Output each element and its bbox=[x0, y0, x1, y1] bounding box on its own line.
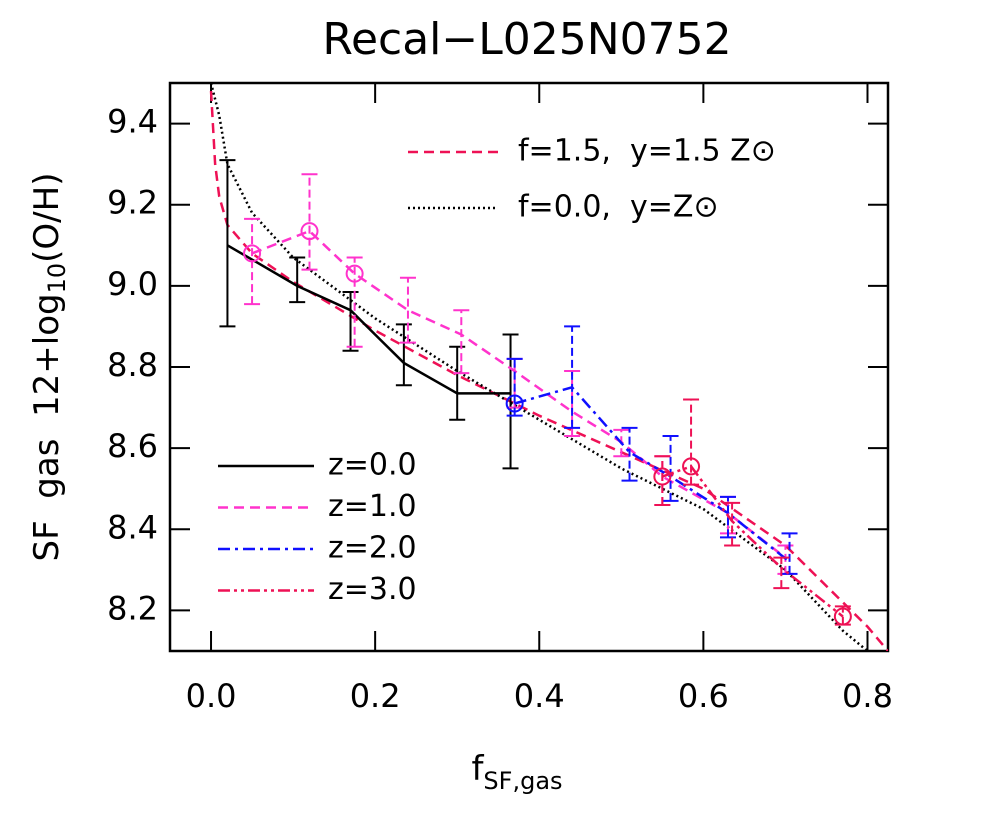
x-tick-label: 0.2 bbox=[350, 677, 401, 715]
x-axis-label: fSF,gas bbox=[471, 749, 562, 796]
y-tick-label: 9.4 bbox=[107, 103, 158, 141]
y-tick-label: 8.8 bbox=[107, 346, 158, 384]
point-marker bbox=[345, 264, 364, 283]
point-marker bbox=[243, 244, 262, 263]
y-tick-label: 8.4 bbox=[107, 508, 158, 546]
series-line bbox=[226, 244, 511, 395]
x-label-sub: SF,gas bbox=[483, 767, 562, 795]
legend-label: z=3.0 bbox=[328, 572, 417, 607]
legend-label: z=2.0 bbox=[328, 531, 417, 566]
point-marker bbox=[505, 394, 524, 413]
x-label-main: f bbox=[471, 749, 484, 789]
legend-label: f=1.5, y=1.5 Z⊙ bbox=[518, 134, 776, 169]
y-tick-label: 8.2 bbox=[107, 589, 158, 627]
y-axis-label: SF gas 12+log10(O/H) bbox=[27, 173, 72, 562]
y-label-sub: 10 bbox=[43, 263, 71, 294]
x-tick-label: 0.0 bbox=[186, 677, 237, 715]
point-marker bbox=[682, 457, 701, 476]
series-line bbox=[661, 464, 844, 618]
legend-label: f=0.0, y=Z⊙ bbox=[518, 190, 719, 225]
x-tick-label: 0.4 bbox=[514, 677, 565, 715]
y-tick-label: 8.6 bbox=[107, 427, 158, 465]
y-tick-label: 9.0 bbox=[107, 265, 158, 303]
plot-area bbox=[209, 83, 888, 651]
point-marker bbox=[300, 222, 319, 241]
series-line bbox=[514, 385, 791, 563]
chart-title: Recal−L025N0752 bbox=[322, 14, 731, 65]
y-label-tail: (O/H) bbox=[27, 173, 67, 263]
x-tick-label: 0.6 bbox=[678, 677, 729, 715]
legend-label: z=1.0 bbox=[328, 489, 417, 524]
y-tick-label: 9.2 bbox=[107, 184, 158, 222]
legend-label: z=0.0 bbox=[328, 448, 417, 483]
y-label-main: SF gas 12+log bbox=[27, 293, 67, 561]
point-marker bbox=[653, 467, 672, 486]
x-tick-label: 0.8 bbox=[842, 677, 893, 715]
point-marker bbox=[833, 607, 852, 626]
